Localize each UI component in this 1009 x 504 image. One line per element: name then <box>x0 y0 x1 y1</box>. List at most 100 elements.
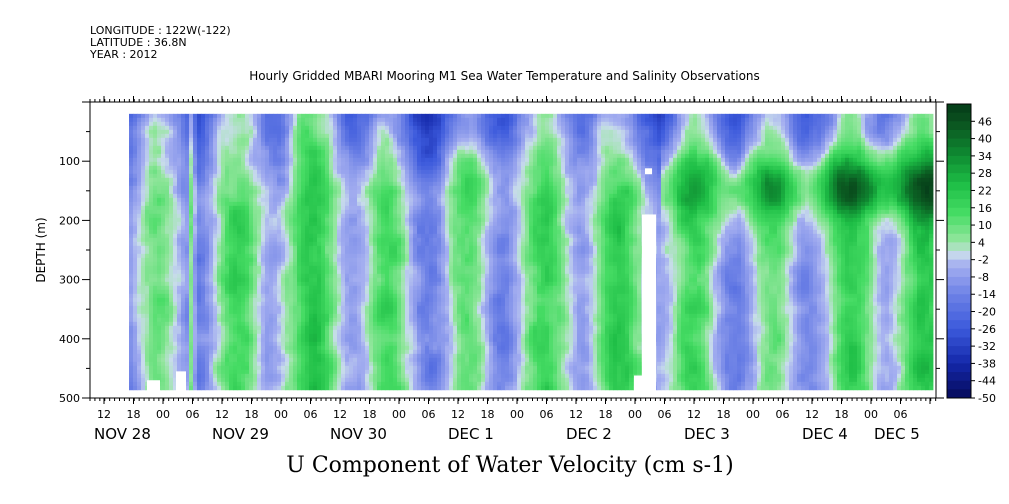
heatmap-cell <box>265 149 270 155</box>
heatmap-cell <box>141 129 146 135</box>
heatmap-cell <box>141 313 146 319</box>
heatmap-cell <box>225 113 230 119</box>
heatmap-cell <box>221 209 226 215</box>
heatmap-cell <box>333 173 338 179</box>
heatmap-cell <box>181 289 186 295</box>
heatmap-cell <box>153 349 158 355</box>
heatmap-cell <box>305 229 310 235</box>
heatmap-cell <box>413 189 418 195</box>
heatmap-cell <box>389 221 394 227</box>
heatmap-cell <box>301 129 306 135</box>
heatmap-cell <box>145 117 150 123</box>
heatmap-cell <box>401 265 406 271</box>
heatmap-cell <box>205 241 210 247</box>
heatmap-cell <box>169 385 174 391</box>
heatmap-cell <box>389 321 394 327</box>
heatmap-cell <box>217 337 222 343</box>
heatmap-cell <box>141 241 146 247</box>
heatmap-cell <box>189 153 194 159</box>
heatmap-cell <box>329 141 334 147</box>
heatmap-cell <box>305 385 310 391</box>
heatmap-cell <box>245 353 250 359</box>
heatmap-cell <box>265 237 270 243</box>
heatmap-cell <box>189 237 194 243</box>
heatmap-cell <box>153 129 158 135</box>
heatmap-cell <box>177 261 182 267</box>
heatmap-cell <box>177 341 182 347</box>
heatmap-cell <box>313 149 318 155</box>
heatmap-cell <box>389 337 394 343</box>
heatmap-cell <box>385 241 390 247</box>
heatmap-cell <box>361 149 366 155</box>
heatmap-cell <box>149 129 154 135</box>
heatmap-cell <box>261 329 266 335</box>
heatmap-cell <box>233 153 238 159</box>
heatmap-cell <box>341 269 346 275</box>
heatmap-cell <box>381 173 386 179</box>
heatmap-cell <box>377 225 382 231</box>
heatmap-cell <box>177 233 182 239</box>
heatmap-cell <box>301 209 306 215</box>
heatmap-cell <box>313 253 318 259</box>
heatmap-cell <box>353 333 358 339</box>
heatmap-cell <box>197 117 202 123</box>
heatmap-cell <box>237 293 242 299</box>
heatmap-cell <box>149 257 154 263</box>
heatmap-cell <box>393 189 398 195</box>
heatmap-cell <box>369 225 374 231</box>
heatmap-cell <box>357 201 362 207</box>
heatmap-cell <box>309 241 314 247</box>
heatmap-cell <box>409 173 414 179</box>
heatmap-cell <box>245 157 250 163</box>
heatmap-cell <box>393 149 398 155</box>
heatmap-cell <box>241 233 246 239</box>
heatmap-cell <box>237 201 242 207</box>
heatmap-cell <box>397 317 402 323</box>
heatmap-cell <box>249 293 254 299</box>
heatmap-cell <box>305 269 310 275</box>
heatmap-cell <box>261 141 266 147</box>
heatmap-cell <box>333 377 338 383</box>
heatmap-cell <box>393 265 398 271</box>
heatmap-cell <box>285 209 290 215</box>
heatmap-cell <box>401 165 406 171</box>
heatmap-cell <box>253 317 258 323</box>
heatmap-cell <box>221 233 226 239</box>
heatmap-cell <box>401 225 406 231</box>
heatmap-cell <box>337 357 342 363</box>
heatmap-cell <box>165 181 170 187</box>
heatmap-cell <box>137 249 142 255</box>
heatmap-cell <box>285 317 290 323</box>
heatmap-cell <box>233 213 238 219</box>
heatmap-cell <box>241 241 246 247</box>
heatmap-cell <box>313 317 318 323</box>
heatmap-cell <box>149 261 154 267</box>
heatmap-cell <box>393 329 398 335</box>
heatmap-cell <box>269 125 274 131</box>
heatmap-cell <box>213 241 218 247</box>
heatmap-cell <box>361 129 366 135</box>
heatmap-cell <box>189 177 194 183</box>
heatmap-cell <box>325 197 330 203</box>
heatmap-cell <box>161 345 166 351</box>
heatmap-cell <box>245 257 250 263</box>
heatmap-cell <box>305 353 310 359</box>
heatmap-cell <box>285 373 290 379</box>
heatmap-cell <box>377 189 382 195</box>
heatmap-cell <box>157 213 162 219</box>
heatmap-cell <box>213 317 218 323</box>
heatmap-cell <box>269 317 274 323</box>
heatmap-cell <box>165 125 170 131</box>
heatmap-cell <box>281 185 286 191</box>
heatmap-cell <box>165 217 170 223</box>
heatmap-cell <box>129 341 134 347</box>
heatmap-cell <box>405 197 410 203</box>
heatmap-cell <box>189 117 194 123</box>
heatmap-cell <box>321 385 326 391</box>
heatmap-cell <box>257 197 262 203</box>
heatmap-cell <box>301 229 306 235</box>
heatmap-cell <box>397 229 402 235</box>
heatmap-cell <box>161 177 166 183</box>
heatmap-cell <box>177 289 182 295</box>
heatmap-cell <box>181 273 186 279</box>
